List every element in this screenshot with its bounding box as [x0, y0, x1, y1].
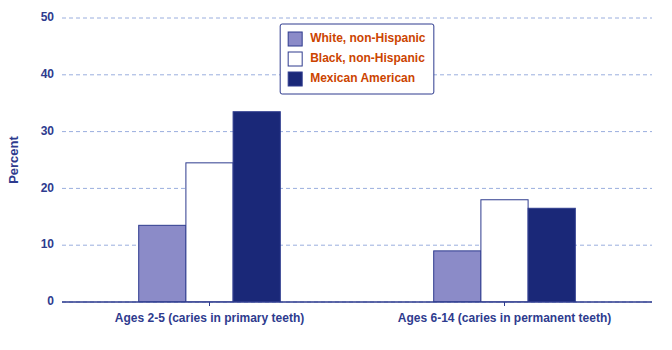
- bar: [528, 208, 575, 302]
- legend: White, non-Hispanic Black, non-Hispanic Me…: [280, 24, 434, 94]
- x-tick-label: Ages 6-14 (caries in permanent teeth): [398, 311, 611, 325]
- legend-swatch: [288, 52, 302, 66]
- grid-line: [62, 188, 652, 189]
- y-tick-label: 0: [47, 294, 54, 308]
- x-axis: [62, 301, 652, 303]
- y-tick-label: 50: [41, 10, 55, 24]
- bars: [139, 112, 576, 302]
- y-tick-label: 20: [41, 181, 55, 195]
- bar: [481, 200, 528, 302]
- grid: [62, 18, 652, 302]
- chart-container: 0 10 20 30 40 50 Ages 2-5 (caries in primary t…: [0, 0, 672, 350]
- y-tick-label: 10: [41, 237, 55, 251]
- chart: 0 10 20 30 40 50 Ages 2-5 (caries in primary t…: [0, 0, 672, 350]
- legend-label: Black, non-Hispanic: [310, 51, 425, 65]
- bar: [434, 251, 481, 302]
- y-tick-label: 40: [41, 67, 55, 81]
- bar: [233, 112, 280, 302]
- x-tick: [504, 302, 505, 306]
- legend-label: Mexican American: [310, 71, 415, 85]
- legend-label: White, non-Hispanic: [310, 31, 426, 45]
- legend-swatch: [288, 32, 302, 46]
- y-tick-label: 30: [41, 124, 55, 138]
- legend-item: Black, non-Hispanic: [288, 51, 425, 66]
- grid-line: [62, 131, 652, 132]
- grid-line: [62, 18, 652, 19]
- legend-box: [280, 24, 434, 94]
- legend-item: White, non-Hispanic: [288, 31, 426, 46]
- x-tick: [209, 302, 210, 306]
- y-axis-label: Percent: [6, 135, 21, 183]
- legend-item: Mexican American: [288, 71, 415, 86]
- bar: [186, 163, 233, 302]
- x-tick-label: Ages 2-5 (caries in primary teeth): [115, 311, 304, 325]
- bar: [139, 225, 186, 302]
- grid-line: [62, 302, 652, 303]
- legend-swatch: [288, 72, 302, 86]
